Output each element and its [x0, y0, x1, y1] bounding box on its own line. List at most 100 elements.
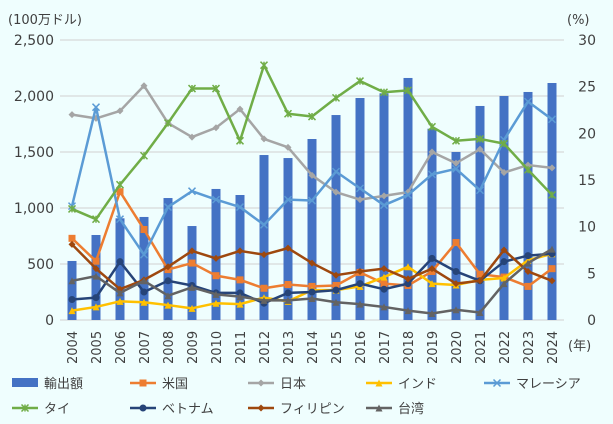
point-米国-2007	[140, 225, 148, 233]
legend-swatch	[12, 378, 38, 387]
bar-export-2006	[115, 218, 125, 320]
left-axis-label: (100万ドル)	[8, 13, 82, 28]
point-インド-2009	[188, 304, 196, 312]
point-米国-2009	[188, 259, 196, 267]
point-台湾-2009	[188, 283, 196, 291]
point-フィリピン-2015	[332, 271, 340, 279]
legend-item: 輸出額	[12, 377, 83, 392]
point-ベトナム-2005	[92, 294, 100, 302]
point-マレーシア-2023	[523, 97, 533, 106]
bar-export-2004	[67, 260, 77, 320]
point-フィリピン-2013	[284, 244, 292, 252]
legend-marker	[257, 404, 265, 412]
legend-label: フィリピン	[280, 402, 345, 417]
point-タイ-2012	[259, 61, 269, 70]
point-タイ-2023	[523, 165, 533, 174]
point-台湾-2013	[284, 296, 292, 304]
bar-export-2014	[307, 139, 317, 320]
point-マレーシア-2006	[115, 215, 125, 224]
point-日本-2012	[260, 135, 268, 143]
point-フィリピン-2010	[212, 254, 220, 262]
point-タイ-2018	[403, 86, 413, 95]
point-米国-2013	[284, 281, 292, 289]
point-ベトナム-2020	[452, 267, 460, 275]
point-マレーシア-2008	[163, 203, 173, 212]
point-日本-2011	[236, 105, 244, 113]
x-tick-label: 2014	[306, 331, 321, 364]
series-6	[68, 240, 556, 293]
point-マレーシア-2021	[475, 186, 485, 195]
legend-marker	[20, 403, 30, 413]
point-ベトナム-2016	[356, 280, 364, 288]
point-米国-2005	[92, 257, 100, 265]
bar-export-2017	[379, 93, 389, 320]
bar-export-2010	[211, 188, 221, 320]
legend-label: インド	[398, 377, 437, 392]
point-インド-2018	[404, 263, 412, 271]
point-フィリピン-2004	[68, 240, 76, 248]
point-タイ-2009	[187, 84, 197, 93]
point-マレーシア-2010	[211, 195, 221, 204]
point-米国-2004	[68, 234, 76, 242]
point-マレーシア-2009	[187, 187, 197, 196]
point-台湾-2010	[212, 290, 220, 298]
point-ベトナム-2004	[68, 295, 76, 303]
legend-item: ベトナム	[130, 402, 214, 417]
point-台湾-2006	[116, 289, 124, 297]
right-tick-label: 20	[578, 126, 596, 142]
point-マレーシア-2020	[451, 164, 461, 173]
point-米国-2021	[476, 270, 484, 278]
point-日本-2007	[140, 82, 148, 90]
point-インド-2011	[236, 300, 244, 308]
left-tick-label: 500	[27, 257, 54, 273]
point-タイ-2005	[91, 215, 101, 224]
point-台湾-2014	[308, 295, 316, 303]
point-フィリピン-2014	[308, 259, 316, 267]
series-7	[68, 245, 556, 317]
point-インド-2022	[500, 274, 508, 282]
x-tick-label: 2016	[354, 331, 369, 364]
point-台湾-2021	[476, 309, 484, 317]
point-インド-2010	[212, 299, 220, 307]
series-1	[68, 82, 556, 204]
point-日本-2022	[500, 169, 508, 177]
point-フィリピン-2011	[236, 247, 244, 255]
point-ベトナム-2019	[428, 254, 436, 262]
point-マレーシア-2014	[307, 196, 317, 205]
point-フィリピン-2005	[92, 265, 100, 273]
point-インド-2019	[428, 280, 436, 288]
legend-label: 米国	[162, 377, 188, 392]
bar-export-2016	[355, 98, 365, 321]
x-tick-label: 2005	[90, 331, 105, 364]
point-フィリピン-2024	[548, 277, 556, 285]
legend-marker	[139, 379, 147, 387]
point-フィリピン-2020	[452, 280, 460, 288]
point-マレーシア-2019	[427, 170, 437, 179]
right-tick-label: 15	[578, 173, 596, 189]
x-tick-label: 2013	[282, 331, 297, 364]
point-マレーシア-2024	[547, 115, 557, 124]
right-tick-label: 30	[578, 33, 596, 49]
point-台湾-2005	[92, 272, 100, 280]
point-タイ-2007	[139, 151, 149, 160]
point-マレーシア-2007	[139, 250, 149, 259]
bar-export-2021	[475, 105, 485, 320]
legend-item: タイ	[12, 402, 70, 417]
x-tick-label: 2015	[330, 331, 345, 364]
x-tick-label: 2022	[498, 331, 513, 364]
legend-label: マレーシア	[516, 377, 581, 392]
legend-item: 日本	[248, 377, 306, 392]
point-ベトナム-2018	[404, 280, 412, 288]
x-tick-label: 2004	[66, 331, 81, 364]
x-tick-label: 2010	[210, 331, 225, 364]
point-米国-2006	[116, 188, 124, 196]
point-米国-2012	[260, 284, 268, 292]
x-tick-label: 2007	[138, 331, 153, 364]
legend-marker	[139, 404, 147, 412]
point-台湾-2022	[500, 280, 508, 288]
point-日本-2006	[116, 107, 124, 115]
point-ベトナム-2011	[236, 289, 244, 297]
point-ベトナム-2017	[380, 285, 388, 293]
point-フィリピン-2016	[356, 267, 364, 275]
point-米国-2015	[332, 281, 340, 289]
